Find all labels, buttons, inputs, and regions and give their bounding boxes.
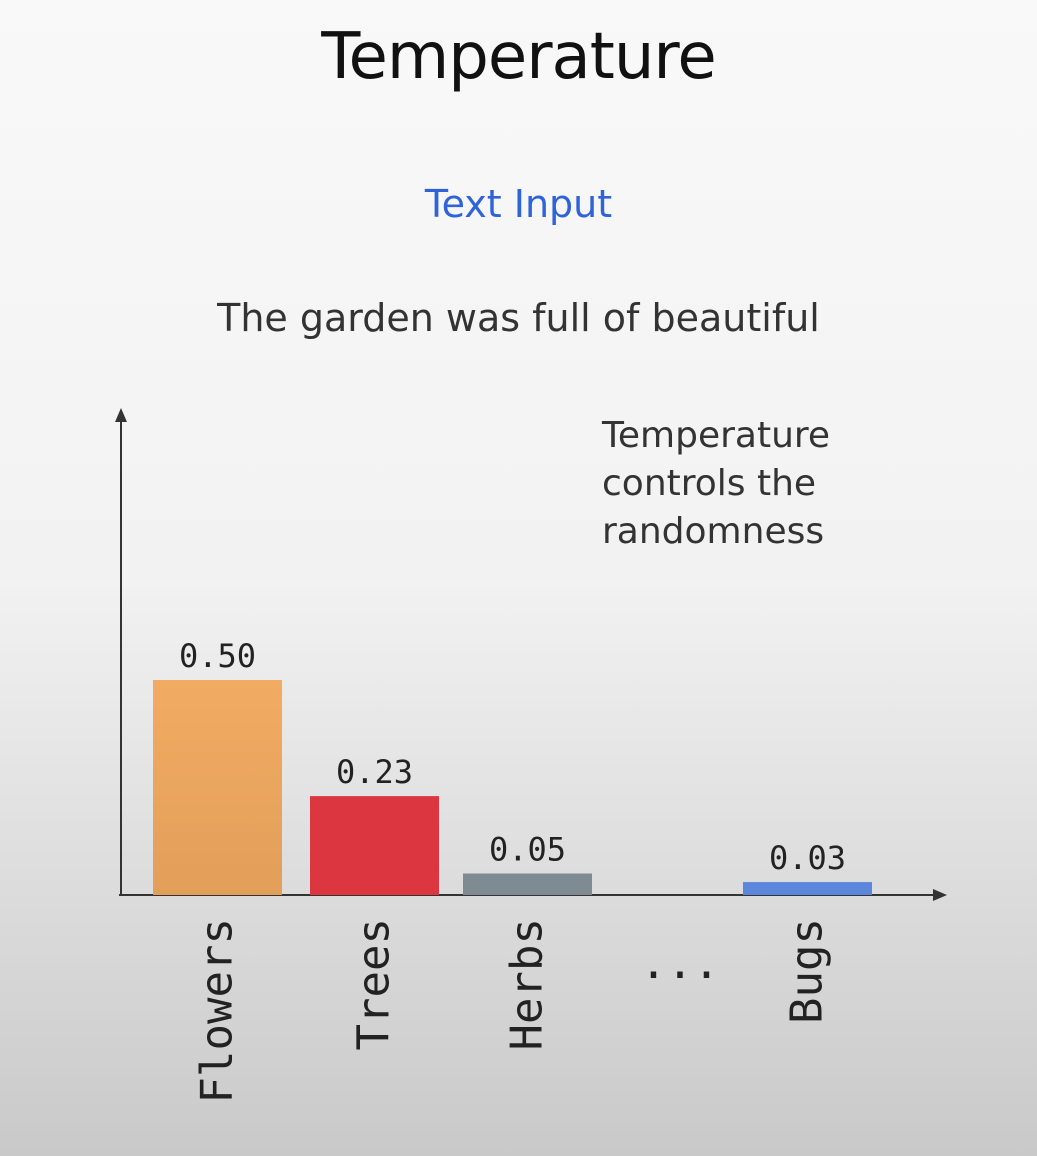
annotation-line: randomness [602, 511, 825, 552]
annotation-line: controls the [602, 463, 817, 504]
value-label: 0.03 [769, 839, 846, 877]
category-label: Trees [349, 918, 400, 1050]
prompt-text: The garden was full of beautiful [217, 296, 820, 340]
value-label: 0.05 [489, 831, 566, 869]
category-label: Herbs [502, 918, 553, 1050]
text-input-label: Text Input [424, 182, 613, 226]
value-label: 0.23 [336, 753, 413, 791]
bar-flowers [153, 680, 282, 895]
ellipsis-label: ... [640, 938, 719, 989]
annotation: Temperature controls the randomness [602, 412, 1022, 556]
bar-bugs [743, 882, 872, 895]
value-label: 0.50 [179, 637, 256, 675]
y-axis-arrow [115, 408, 127, 422]
bar-herbs [463, 873, 592, 895]
category-label: Flowers [192, 918, 243, 1103]
bar-trees [310, 796, 439, 895]
annotation-line: Temperature [602, 415, 831, 456]
slide-title: Temperature [321, 20, 716, 94]
x-axis-arrow [933, 889, 947, 901]
category-label: Bugs [782, 918, 833, 1024]
